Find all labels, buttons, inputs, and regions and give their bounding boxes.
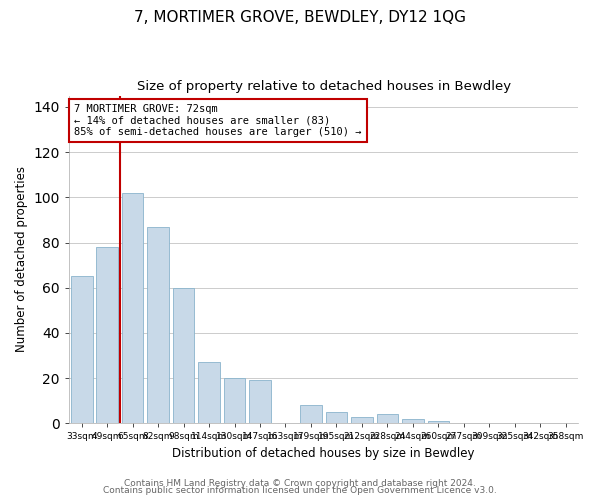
Bar [173,288,194,424]
Bar [249,380,271,424]
Title: Size of property relative to detached houses in Bewdley: Size of property relative to detached ho… [137,80,511,93]
Bar [402,419,424,424]
Bar [326,412,347,424]
Bar [71,276,92,424]
Text: 7, MORTIMER GROVE, BEWDLEY, DY12 1QG: 7, MORTIMER GROVE, BEWDLEY, DY12 1QG [134,10,466,25]
X-axis label: Distribution of detached houses by size in Bewdley: Distribution of detached houses by size … [172,447,475,460]
Bar [428,421,449,424]
Bar [147,226,169,424]
Text: 7 MORTIMER GROVE: 72sqm
← 14% of detached houses are smaller (83)
85% of semi-de: 7 MORTIMER GROVE: 72sqm ← 14% of detache… [74,104,362,137]
Bar [300,406,322,423]
Bar [224,378,245,424]
Bar [97,247,118,424]
Text: Contains public sector information licensed under the Open Government Licence v3: Contains public sector information licen… [103,486,497,495]
Bar [351,416,373,424]
Bar [377,414,398,424]
Text: Contains HM Land Registry data © Crown copyright and database right 2024.: Contains HM Land Registry data © Crown c… [124,478,476,488]
Bar [198,362,220,424]
Y-axis label: Number of detached properties: Number of detached properties [15,166,28,352]
Bar [122,193,143,424]
